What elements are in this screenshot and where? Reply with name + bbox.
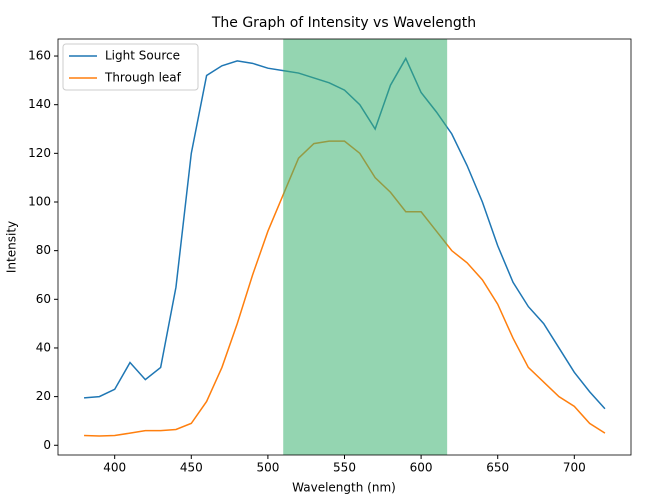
x-tick-label: 400 bbox=[103, 461, 126, 475]
chart-title: The Graph of Intensity vs Wavelength bbox=[211, 15, 476, 31]
y-axis-label: Intensity bbox=[5, 221, 19, 273]
y-tick-label: 80 bbox=[36, 243, 51, 257]
x-tick-label: 500 bbox=[256, 461, 279, 475]
x-tick-label: 700 bbox=[563, 461, 586, 475]
highlight-span bbox=[283, 39, 448, 455]
y-tick-label: 0 bbox=[43, 438, 51, 452]
x-tick-label: 450 bbox=[180, 461, 203, 475]
legend-label: Light Source bbox=[105, 49, 180, 63]
y-tick-label: 60 bbox=[36, 292, 51, 306]
x-tick-label: 600 bbox=[410, 461, 433, 475]
y-tick-label: 160 bbox=[28, 49, 51, 63]
y-tick-label: 40 bbox=[36, 340, 51, 354]
x-axis-label: Wavelength (nm) bbox=[292, 481, 396, 495]
y-tick-label: 120 bbox=[28, 146, 51, 160]
x-tick-label: 550 bbox=[333, 461, 356, 475]
legend-label: Through leaf bbox=[104, 71, 182, 85]
y-tick-label: 140 bbox=[28, 97, 51, 111]
x-tick-label: 650 bbox=[486, 461, 509, 475]
y-tick-label: 100 bbox=[28, 194, 51, 208]
y-tick-label: 20 bbox=[36, 389, 51, 403]
plot-frame bbox=[57, 38, 632, 456]
